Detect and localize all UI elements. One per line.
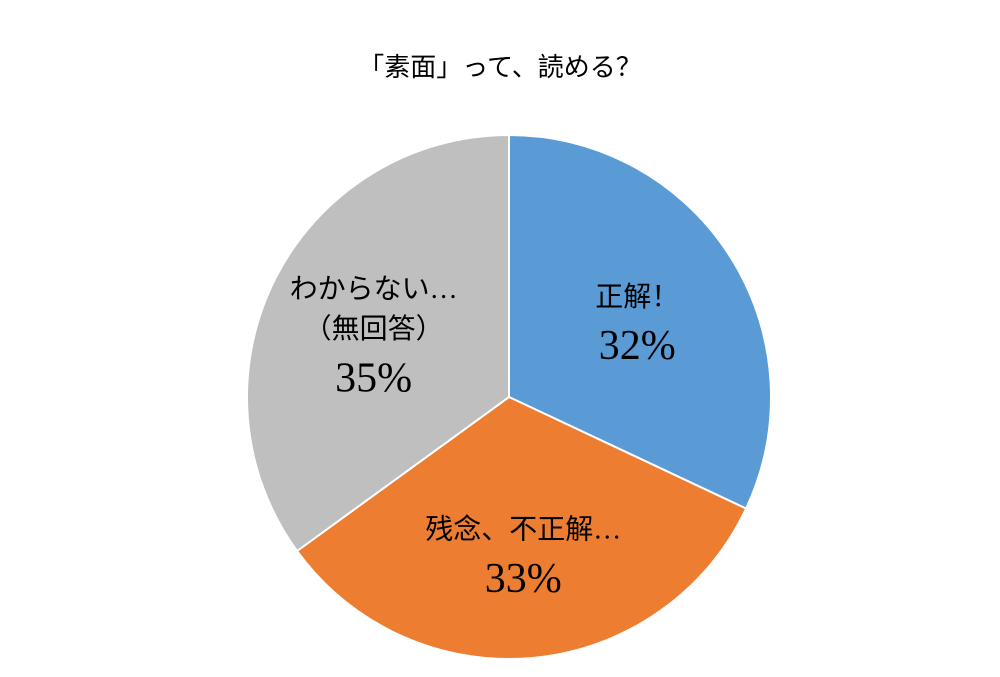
pie-slice (295, 395, 748, 660)
slice-label: わからない…（無回答） (290, 274, 458, 345)
pie-slice (508, 133, 772, 510)
value-label: 33% (485, 556, 562, 602)
chart-title: 「素面」って、読める？ (358, 53, 641, 82)
pie-slice (246, 133, 510, 553)
value-label: 32% (599, 323, 676, 369)
value-label: 35% (335, 356, 412, 402)
slice-label: 残念、不正解… (425, 514, 621, 546)
slice-label: 正解！ (595, 281, 679, 313)
